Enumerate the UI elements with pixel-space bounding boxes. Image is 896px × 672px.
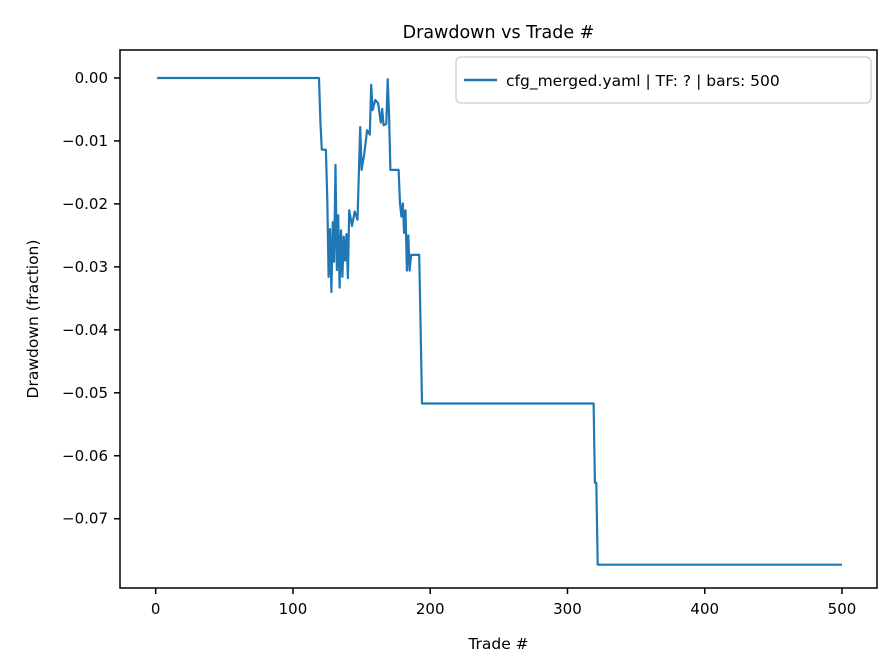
legend: cfg_merged.yaml | TF: ? | bars: 500 xyxy=(455,56,872,104)
x-tick-label: 100 xyxy=(279,600,308,618)
y-tick-label: −0.07 xyxy=(62,510,108,528)
y-axis-label: Drawdown (fraction) xyxy=(24,240,42,399)
x-tick-label: 500 xyxy=(828,600,857,618)
y-tick-label: 0.00 xyxy=(75,69,108,87)
y-tick-label: −0.06 xyxy=(62,447,108,465)
x-tick-label: 400 xyxy=(690,600,719,618)
y-tick-label: −0.04 xyxy=(62,321,108,339)
legend-box xyxy=(455,56,872,104)
y-ticks-group: 0.00 −0.01 −0.02 −0.03 −0.04 −0.05 −0.06 −0.07 xyxy=(62,69,120,528)
plot-frame xyxy=(119,49,878,589)
x-axis-label: Trade # xyxy=(467,635,528,653)
x-ticks-group: 0 100 200 300 400 500 xyxy=(151,588,856,618)
x-tick-label: 0 xyxy=(151,600,161,618)
y-tick-label: −0.02 xyxy=(62,195,108,213)
y-tick-label: −0.01 xyxy=(62,132,108,150)
x-tick-label: 200 xyxy=(416,600,445,618)
chart-title: Drawdown vs Trade # xyxy=(403,23,595,43)
x-tick-label: 300 xyxy=(553,600,582,618)
y-tick-label: −0.05 xyxy=(62,384,108,402)
legend-label: cfg_merged.yaml | TF: ? | bars: 500 xyxy=(506,72,780,91)
y-tick-label: −0.03 xyxy=(62,258,108,276)
data-line xyxy=(157,76,842,566)
